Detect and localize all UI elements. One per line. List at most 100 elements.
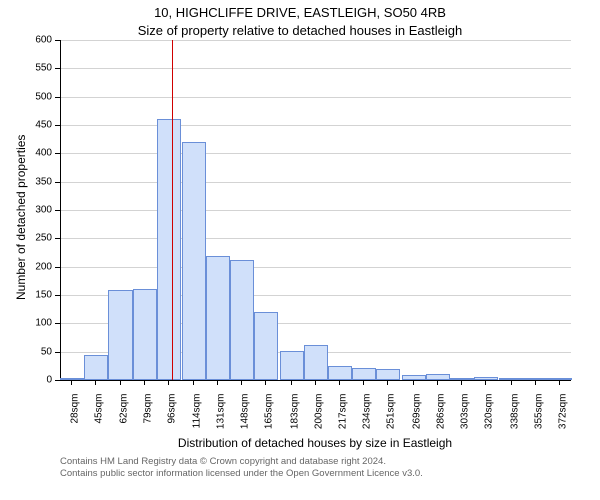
y-tick-label: 400 <box>22 148 52 159</box>
grid-line <box>61 238 571 239</box>
footer: Contains HM Land Registry data © Crown c… <box>60 456 423 481</box>
x-tick-mark <box>363 380 364 385</box>
x-tick-mark <box>71 380 72 385</box>
x-tick-label: 45sqm <box>94 394 105 424</box>
x-tick-mark <box>95 380 96 385</box>
footer-line1: Contains HM Land Registry data © Crown c… <box>60 456 423 468</box>
chart-wrap: Number of detached properties 0501001502… <box>0 40 600 500</box>
x-tick-label: 200sqm <box>314 394 325 430</box>
x-tick-label: 62sqm <box>118 394 129 424</box>
x-tick-mark <box>461 380 462 385</box>
x-tick-mark <box>535 380 536 385</box>
y-tick-label: 200 <box>22 261 52 272</box>
bar <box>328 366 352 380</box>
y-tick-label: 150 <box>22 290 52 301</box>
y-tick-mark <box>55 40 60 41</box>
y-tick-label: 500 <box>22 91 52 102</box>
bar <box>376 369 400 380</box>
x-tick-label: 372sqm <box>557 394 568 430</box>
x-tick-mark <box>315 380 316 385</box>
x-tick-label: 114sqm <box>192 394 203 429</box>
y-tick-label: 250 <box>22 233 52 244</box>
x-tick-label: 28sqm <box>70 394 81 424</box>
x-tick-mark <box>291 380 292 385</box>
bar <box>182 142 206 380</box>
x-tick-mark <box>144 380 145 385</box>
y-tick-mark <box>55 238 60 239</box>
grid-line <box>61 68 571 69</box>
x-tick-label: 251sqm <box>386 394 397 430</box>
x-tick-label: 320sqm <box>484 394 495 430</box>
y-axis-title: Number of detached properties <box>14 135 28 300</box>
y-tick-mark <box>55 153 60 154</box>
x-tick-mark <box>168 380 169 385</box>
footer-line2: Contains public sector information licen… <box>60 468 423 480</box>
bar <box>304 345 328 380</box>
page-title-line1: 10, HIGHCLIFFE DRIVE, EASTLEIGH, SO50 4R… <box>0 0 600 22</box>
bar <box>206 256 230 380</box>
bar <box>280 351 304 380</box>
bar <box>84 355 108 381</box>
y-tick-mark <box>55 380 60 381</box>
bar <box>157 119 181 380</box>
page-title-line2: Size of property relative to detached ho… <box>0 22 600 40</box>
bar <box>450 378 474 380</box>
y-tick-label: 0 <box>22 375 52 386</box>
x-tick-label: 286sqm <box>435 394 446 430</box>
grid-line <box>61 40 571 41</box>
x-tick-mark <box>193 380 194 385</box>
y-tick-mark <box>55 210 60 211</box>
x-tick-label: 183sqm <box>289 394 300 430</box>
grid-line <box>61 97 571 98</box>
x-tick-mark <box>339 380 340 385</box>
x-tick-label: 355sqm <box>533 394 544 430</box>
bar <box>108 290 132 380</box>
x-tick-mark <box>241 380 242 385</box>
y-tick-label: 450 <box>22 120 52 131</box>
y-tick-label: 550 <box>22 63 52 74</box>
x-tick-label: 165sqm <box>264 394 275 430</box>
y-tick-mark <box>55 267 60 268</box>
y-tick-label: 100 <box>22 318 52 329</box>
x-tick-mark <box>485 380 486 385</box>
x-tick-mark <box>511 380 512 385</box>
grid-line <box>61 153 571 154</box>
x-tick-label: 234sqm <box>362 394 373 430</box>
x-tick-label: 269sqm <box>411 394 422 430</box>
bar <box>254 312 278 380</box>
x-tick-mark <box>413 380 414 385</box>
grid-line <box>61 210 571 211</box>
bar <box>133 289 157 380</box>
grid-line <box>61 125 571 126</box>
y-tick-mark <box>55 295 60 296</box>
x-tick-label: 217sqm <box>338 394 349 430</box>
y-tick-mark <box>55 352 60 353</box>
y-tick-mark <box>55 97 60 98</box>
bar <box>60 378 84 380</box>
x-tick-mark <box>120 380 121 385</box>
x-axis-title: Distribution of detached houses by size … <box>60 436 570 450</box>
x-tick-label: 79sqm <box>142 394 153 424</box>
x-tick-label: 96sqm <box>166 394 177 424</box>
grid-line <box>61 182 571 183</box>
y-tick-mark <box>55 125 60 126</box>
bar <box>230 260 254 380</box>
bar <box>352 368 376 380</box>
x-tick-mark <box>387 380 388 385</box>
marker-line <box>172 40 173 380</box>
y-tick-label: 350 <box>22 176 52 187</box>
x-tick-label: 303sqm <box>459 394 470 430</box>
y-tick-mark <box>55 68 60 69</box>
x-tick-label: 338sqm <box>509 394 520 430</box>
bar <box>548 378 572 380</box>
x-tick-mark <box>437 380 438 385</box>
x-tick-label: 131sqm <box>216 394 227 430</box>
y-tick-mark <box>55 182 60 183</box>
plot-area <box>60 40 571 381</box>
x-tick-mark <box>265 380 266 385</box>
x-tick-label: 148sqm <box>240 394 251 430</box>
y-tick-label: 600 <box>22 35 52 46</box>
x-tick-mark <box>217 380 218 385</box>
grid-line <box>61 267 571 268</box>
y-tick-label: 300 <box>22 205 52 216</box>
